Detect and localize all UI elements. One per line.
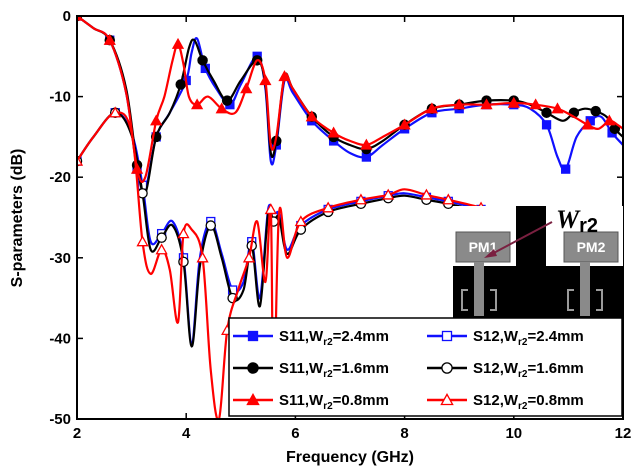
data-point	[177, 227, 190, 239]
slot-left-b	[490, 289, 497, 311]
data-point	[507, 96, 520, 108]
data-point	[242, 251, 256, 263]
y-tick-label: -30	[49, 250, 71, 267]
data-point	[278, 70, 291, 82]
legend: S11,Wr2=2.4mm S12,Wr2=2.4mm S11,Wr2=1.6mm S…	[228, 317, 623, 417]
data-point	[529, 98, 542, 110]
data-point	[109, 106, 122, 118]
data-point	[171, 37, 185, 49]
data-point	[322, 201, 335, 213]
legend-entry: S11,Wr2=1.6mm	[233, 360, 389, 380]
slot-right-b	[596, 289, 603, 311]
x-axis-label: Frequency (GHz)	[286, 449, 414, 466]
slot-right-a	[567, 289, 574, 311]
y-tick-label: -10	[49, 89, 71, 106]
data-point	[425, 102, 439, 114]
legend-box	[228, 317, 623, 417]
y-tick-label: -40	[49, 330, 71, 347]
data-point	[480, 98, 493, 110]
legend-entry: S12,Wr2=1.6mm	[427, 360, 584, 380]
legend-marker	[441, 330, 453, 342]
data-point	[361, 152, 372, 162]
patch-port-2-pad	[563, 231, 619, 263]
data-point	[103, 33, 116, 45]
port-2-label: PM2	[577, 239, 606, 255]
data-point	[175, 79, 186, 90]
data-point	[156, 232, 167, 243]
legend-marker	[441, 362, 453, 374]
x-tick-label: 6	[291, 425, 299, 442]
legend-marker	[247, 362, 259, 374]
dimension-label-sub: r2	[579, 215, 598, 237]
dimension-label: Wr2	[556, 205, 598, 237]
antenna-inset: PM1 PM2 Wr2	[453, 205, 623, 318]
port-1-label: PM1	[469, 239, 498, 255]
y-tick-label: -20	[49, 169, 71, 186]
x-tick-label: 4	[182, 425, 191, 442]
data-point	[420, 188, 433, 200]
data-point	[215, 102, 228, 114]
port-1-stub	[474, 262, 484, 316]
y-tick-label: 0	[63, 8, 71, 25]
x-tick-label: 2	[73, 425, 81, 442]
x-tick-label: 8	[400, 425, 408, 442]
dimension-arrow	[487, 221, 553, 257]
x-tick-label: 10	[505, 425, 522, 442]
data-point	[609, 123, 621, 135]
data-point	[197, 55, 208, 66]
port-2-stub	[580, 262, 590, 316]
legend-label: S12,Wr2=1.6mm	[473, 360, 584, 380]
data-point	[77, 154, 84, 166]
data-point	[541, 107, 552, 118]
data-point	[398, 118, 411, 130]
y-tick-label: -50	[49, 411, 71, 428]
data-point	[453, 98, 466, 110]
data-point	[221, 95, 233, 106]
data-point	[541, 120, 552, 130]
data-point	[603, 114, 616, 126]
data-point	[581, 118, 594, 130]
legend-label: S12,Wr2=0.8mm	[473, 392, 584, 412]
data-point	[590, 105, 601, 117]
data-point	[178, 256, 189, 268]
legend-label: S12,Wr2=2.4mm	[473, 328, 584, 348]
legend-label: S11,Wr2=1.6mm	[279, 360, 389, 380]
data-point	[150, 114, 163, 126]
legend-entry: S11,Wr2=2.4mm	[233, 328, 389, 348]
data-point	[264, 203, 277, 215]
legend-marker	[247, 330, 259, 342]
data-point	[196, 251, 209, 263]
legend-marker	[246, 393, 260, 406]
data-point	[360, 138, 373, 150]
series-5	[77, 16, 623, 184]
data-point	[561, 164, 571, 174]
legend-label: S11,Wr2=2.4mm	[279, 328, 389, 348]
dimension-label-main: W	[556, 205, 581, 234]
legend-entry: S12,Wr2=2.4mm	[427, 328, 584, 348]
data-point	[259, 74, 272, 86]
data-point	[155, 243, 168, 255]
data-point	[382, 188, 395, 200]
data-point	[136, 235, 149, 247]
data-point	[354, 193, 368, 205]
data-point	[191, 98, 204, 110]
data-point	[551, 102, 564, 114]
legend-label: S11,Wr2=0.8mm	[279, 392, 389, 412]
data-point	[294, 215, 307, 227]
data-point	[442, 193, 455, 205]
legend-entry: S12,Wr2=0.8mm	[427, 392, 584, 412]
data-point	[327, 126, 340, 138]
y-axis-label: S-parameters (dB)	[9, 149, 26, 288]
series-line	[77, 16, 623, 184]
legend-marker	[440, 393, 454, 406]
x-tick-label: 12	[615, 425, 632, 442]
dimension-arrowhead	[484, 249, 497, 258]
slot-left-a	[461, 289, 468, 311]
legend-entry: S11,Wr2=0.8mm	[233, 392, 389, 412]
data-point	[240, 82, 253, 94]
patch-port-1-pad	[455, 231, 511, 263]
data-point	[205, 220, 217, 231]
data-point	[305, 110, 318, 122]
